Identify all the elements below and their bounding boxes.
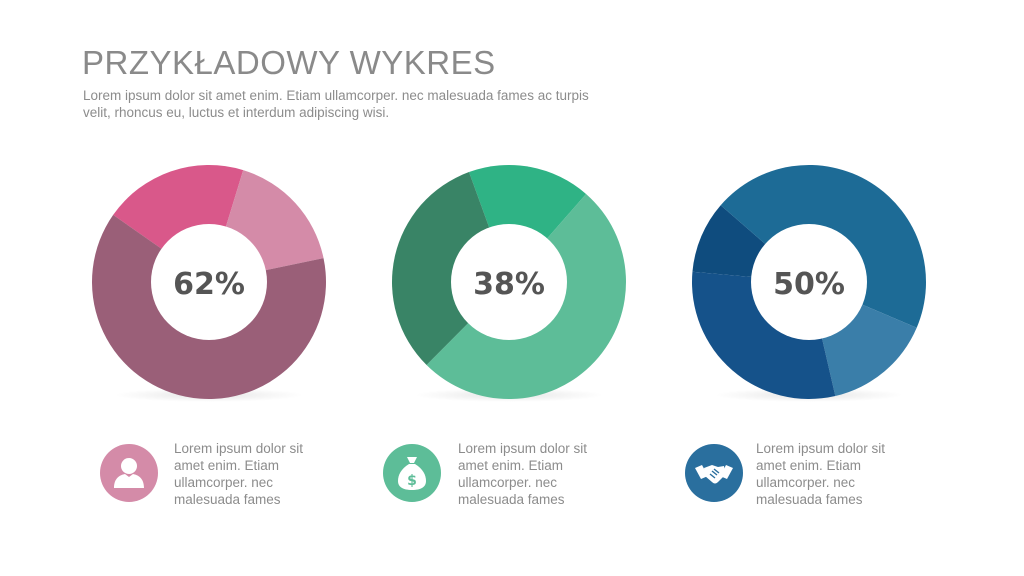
- money-bag-icon: $: [383, 444, 441, 502]
- donut-chart-1: 62%: [89, 162, 329, 402]
- item-description-1: Lorem ipsum dolor sit amet enim. Etiam u…: [174, 441, 304, 507]
- page-subtitle: Lorem ipsum dolor sit amet enim. Etiam u…: [83, 88, 589, 120]
- handshake-icon: [685, 444, 743, 502]
- item-description-3: Lorem ipsum dolor sit amet enim. Etiam u…: [756, 441, 886, 507]
- donut-chart-2-hole: [451, 224, 567, 340]
- donut-2-slice-1: [468, 165, 587, 282]
- donut-chart-3: 50%: [689, 162, 929, 402]
- item-description-2: Lorem ipsum dolor sit amet enim. Etiam u…: [458, 441, 588, 507]
- donut-chart-3-label: 50%: [773, 267, 845, 302]
- page-title: PRZYKŁADOWY WYKRES: [82, 44, 496, 81]
- donut-2-slice-3: [391, 172, 509, 366]
- donut-chart-1-svg: 62%: [91, 164, 326, 399]
- donut-chart-1-hole: [151, 224, 267, 340]
- donut-chart-2-label: 38%: [473, 267, 545, 302]
- donut-chart-3-hole: [751, 224, 867, 340]
- donut-chart-3-svg: 50%: [692, 164, 926, 399]
- person-icon: [100, 444, 158, 502]
- svg-text:$: $: [407, 473, 417, 489]
- donut-chart-2-svg: 38%: [391, 165, 626, 399]
- donut-chart-1-label: 62%: [173, 267, 245, 302]
- donut-chart-2: 38%: [389, 162, 629, 402]
